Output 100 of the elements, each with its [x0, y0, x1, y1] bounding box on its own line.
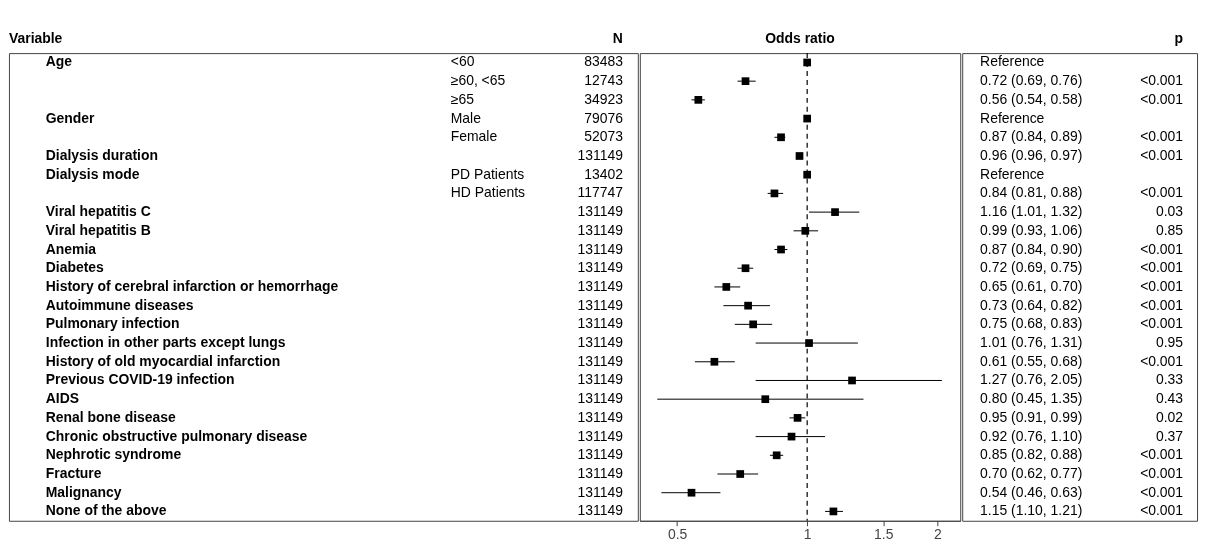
text: <0.001 [1140, 352, 1184, 369]
point [803, 170, 812, 179]
text: Viral hepatitis B [45, 221, 151, 238]
text: 0.95 [1156, 334, 1184, 351]
text: <0.001 [1140, 240, 1184, 257]
x-tick-label: 1.5 [874, 526, 894, 543]
point [795, 152, 804, 160]
category-label: N [612, 30, 623, 47]
text: 0.03 [1156, 203, 1184, 220]
text: Previous COVID-19 infection [45, 371, 235, 388]
x-tick-label: 2 [933, 526, 942, 543]
text: 0.80 (0.45, 1.35) [980, 390, 1083, 407]
text: 131149 [577, 296, 623, 313]
text: Age [45, 53, 73, 70]
text: Reference [980, 53, 1045, 70]
text: 0.72 (0.69, 0.76) [980, 72, 1083, 89]
text: <0.001 [1140, 464, 1184, 481]
text: History of cerebral infarction or hemorrhage [45, 277, 339, 294]
text: 1.15 (1.10, 1.21) [980, 502, 1083, 519]
text: Gender [45, 109, 95, 126]
text: 0.72 (0.69, 0.75) [980, 259, 1083, 276]
text: 131149 [577, 446, 623, 463]
text: 0.73 (0.64, 0.82) [980, 296, 1083, 313]
text: Nephrotic syndrome [45, 446, 182, 463]
text: History of old myocardial infarction [45, 352, 281, 369]
text: Diabetes [45, 259, 104, 276]
text: HD Patients [450, 184, 526, 201]
text: 131149 [577, 464, 623, 481]
x-tick-label: 1 [803, 526, 812, 543]
text: Dialysis mode [45, 165, 140, 182]
text: 0.92 (0.76, 1.10) [980, 427, 1083, 444]
text: 131149 [577, 408, 623, 425]
text: <0.001 [1140, 502, 1184, 519]
text: 12743 [584, 72, 623, 89]
text: 0.02 [1156, 408, 1184, 425]
text: 0.56 (0.54, 0.58) [980, 90, 1083, 107]
text: ≥65 [450, 90, 474, 107]
text: <60 [450, 53, 475, 70]
text: 1.27 (0.76, 2.05) [980, 371, 1083, 388]
text: <0.001 [1140, 90, 1184, 107]
text: 34923 [584, 90, 623, 107]
text: <0.001 [1140, 128, 1184, 145]
text: <0.001 [1140, 184, 1184, 201]
point [777, 133, 785, 142]
text: 0.87 (0.84, 0.89) [980, 128, 1083, 145]
text: Viral hepatitis C [45, 203, 151, 220]
text: 0.75 (0.68, 0.83) [980, 315, 1083, 332]
text: Fracture [45, 464, 102, 481]
text: 0.85 [1156, 221, 1184, 238]
category-label: p [1174, 30, 1184, 47]
text: 131149 [577, 352, 623, 369]
text: Anemia [45, 240, 97, 257]
text: <0.001 [1140, 277, 1184, 294]
text: Reference [980, 109, 1045, 126]
text: 0.87 (0.84, 0.90) [980, 240, 1083, 257]
text: 131149 [577, 483, 623, 500]
text: Dialysis duration [45, 146, 158, 163]
text: 131149 [577, 277, 623, 294]
text: 83483 [584, 53, 623, 70]
text: ≥60, <65 [450, 72, 506, 89]
text: 0.84 (0.81, 0.88) [980, 184, 1083, 201]
text: 13402 [584, 165, 623, 182]
text: 131149 [577, 146, 623, 163]
text: 131149 [577, 390, 623, 407]
text: 131149 [577, 427, 623, 444]
text: 131149 [577, 203, 623, 220]
text: Autoimmune diseases [45, 296, 194, 313]
text: Chronic obstructive pulmonary disease [45, 427, 308, 444]
text: 131149 [577, 259, 623, 276]
point [772, 451, 781, 460]
text: 0.43 [1156, 390, 1184, 407]
text: 0.65 (0.61, 0.70) [980, 277, 1083, 294]
text: 0.37 [1156, 427, 1184, 444]
text: None of the above [45, 502, 167, 519]
text: AIDS [45, 390, 80, 407]
text: <0.001 [1140, 315, 1184, 332]
text: 1.16 (1.01, 1.32) [980, 203, 1083, 220]
point [749, 320, 758, 329]
text: Malignancy [45, 483, 122, 500]
text: Renal bone disease [45, 408, 176, 425]
text: <0.001 [1140, 259, 1184, 276]
text: 0.61 (0.55, 0.68) [980, 352, 1083, 369]
text: 0.95 (0.91, 0.99) [980, 408, 1083, 425]
text: 0.99 (0.93, 1.06) [980, 221, 1083, 238]
text: 0.33 [1156, 371, 1184, 388]
text: Pulmonary infection [45, 315, 180, 332]
text: 0.96 (0.96, 0.97) [980, 146, 1083, 163]
category-label: Variable [8, 30, 63, 47]
text: <0.001 [1140, 296, 1184, 313]
text: <0.001 [1140, 446, 1184, 463]
text: 131149 [577, 334, 623, 351]
text: 131149 [577, 240, 623, 257]
text: <0.001 [1140, 483, 1184, 500]
text: 131149 [577, 502, 623, 519]
text: 131149 [577, 221, 623, 238]
text: 0.54 (0.46, 0.63) [980, 483, 1083, 500]
text: Infection in other parts except lungs [45, 334, 286, 351]
text: PD Patients [450, 165, 525, 182]
point [761, 395, 770, 404]
chart-title: Odds ratio [765, 30, 835, 47]
